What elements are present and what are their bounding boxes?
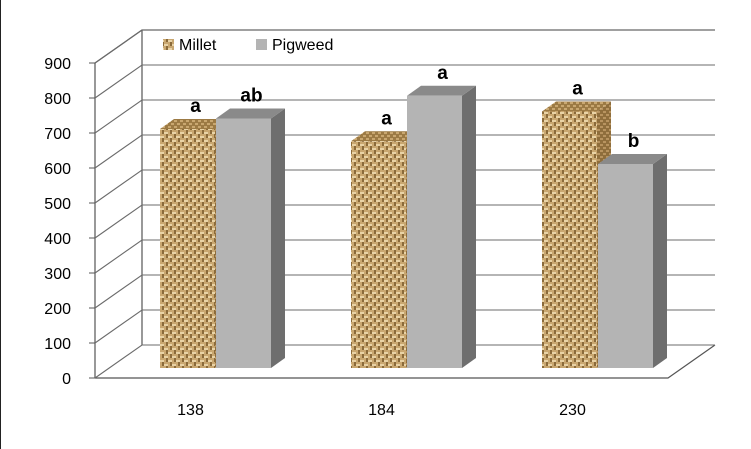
- significance-label: a: [572, 79, 583, 100]
- bar-millet: [351, 141, 406, 368]
- bar-pigweed: [407, 95, 462, 368]
- gridline: [94, 64, 715, 99]
- y-tick-label: 900: [44, 56, 71, 73]
- gridline: [94, 344, 715, 379]
- legend-label: Millet: [179, 37, 217, 54]
- gridline: [94, 169, 715, 204]
- bar-top: [542, 101, 611, 112]
- y-axis: 0 100 200 300 400 500 600 700 800 900: [44, 56, 95, 388]
- gridline: [94, 29, 715, 64]
- bar-pigweed: [216, 118, 271, 368]
- gridline: [94, 204, 715, 239]
- legend-label: Pigweed: [272, 37, 333, 54]
- x-tick-label: 184: [368, 402, 395, 419]
- floor-edge: [95, 344, 716, 379]
- x-tick-label: 230: [559, 402, 586, 419]
- significance-label: a: [437, 63, 448, 84]
- bar-pigweed: [598, 164, 653, 368]
- bar-top: [407, 85, 476, 96]
- bar-top: [351, 131, 420, 142]
- bar-top: [598, 154, 667, 164]
- significance-label: b: [628, 131, 640, 152]
- y-tick-label: 200: [44, 301, 71, 318]
- bar-top: [216, 108, 285, 119]
- x-axis: 138 184 230: [177, 402, 586, 419]
- bar-side: [653, 154, 667, 368]
- gridline: [94, 309, 715, 344]
- y-tick-label: 800: [44, 91, 71, 108]
- gridline: [94, 134, 715, 169]
- significance-label: a: [381, 108, 392, 129]
- bar-top: [160, 119, 229, 129]
- bar-millet: [542, 111, 597, 368]
- y-tick-label: 600: [44, 161, 71, 178]
- x-tick-label: 138: [177, 402, 204, 419]
- bar-side: [462, 85, 476, 368]
- y-tick-label: 400: [44, 231, 71, 248]
- significance-label: a: [190, 96, 201, 117]
- y-tick-label: 300: [44, 266, 71, 283]
- y-tick-label: 100: [44, 336, 71, 353]
- y-tick-label: 500: [44, 196, 71, 213]
- gridline: [94, 99, 715, 134]
- bar-millet: [160, 129, 215, 368]
- legend: Millet Pigweed: [163, 37, 333, 54]
- legend-swatch: [256, 39, 267, 50]
- gridline: [94, 239, 715, 274]
- legend-swatch: [163, 39, 174, 50]
- y-tick-label: 0: [62, 371, 71, 388]
- gridline: [94, 274, 715, 309]
- gridlines: [94, 29, 715, 379]
- significance-label: ab: [240, 86, 262, 107]
- bar-side: [271, 108, 285, 368]
- y-tick-label: 700: [44, 126, 71, 143]
